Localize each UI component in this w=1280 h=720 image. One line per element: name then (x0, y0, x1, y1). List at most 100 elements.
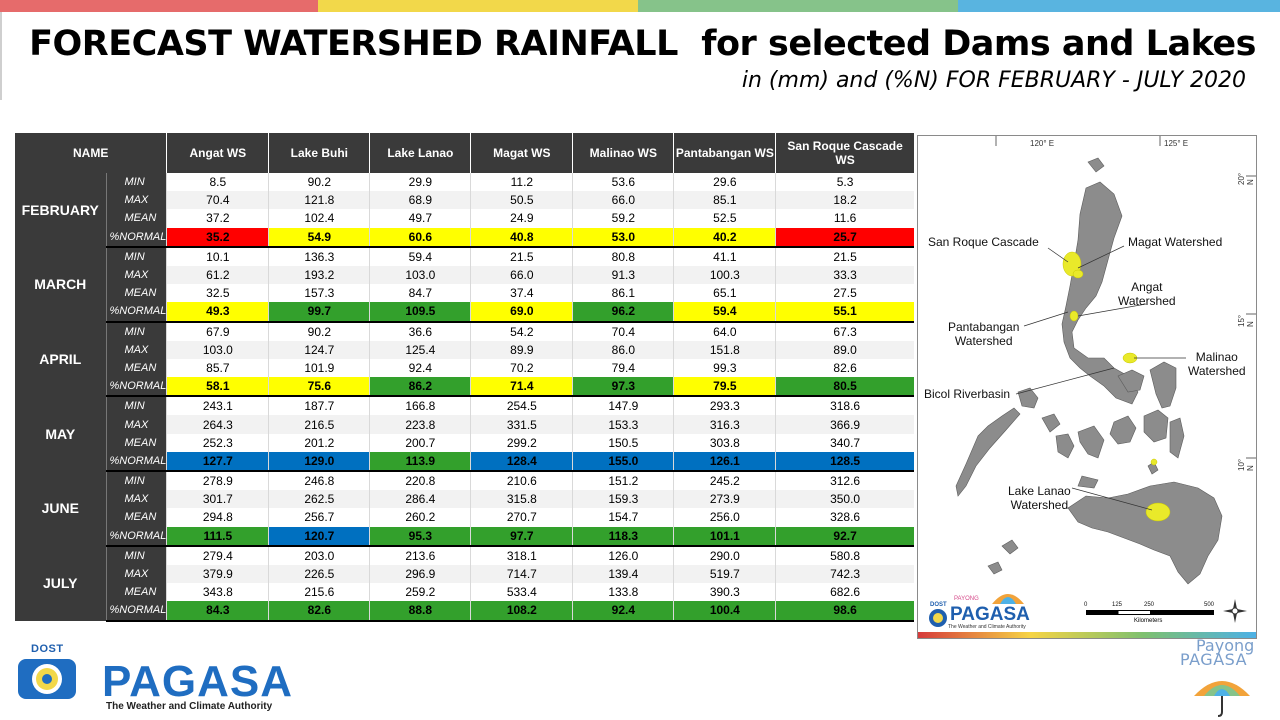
scale-unit: Kilometers (1134, 618, 1163, 624)
label-malinao: Malinao Watershed (1188, 350, 1246, 378)
percent-normal-cell: 88.8 (369, 601, 471, 622)
rainfall-cell: 61.2 (166, 265, 269, 285)
rainfall-cell: 187.7 (268, 396, 370, 416)
rainfall-cell: 126.0 (572, 545, 674, 565)
month-label: JUNE (15, 471, 106, 546)
stat-label: %NORMAL (105, 451, 167, 473)
percent-normal-cell: 155.0 (572, 451, 674, 473)
column-header: Lake Buhi (268, 133, 370, 173)
rainfall-cell: 21.5 (775, 246, 914, 266)
rainfall-cell: 303.8 (673, 433, 776, 452)
percent-normal-cell: 49.3 (166, 302, 269, 323)
rainfall-cell: 203.0 (268, 545, 370, 565)
lat-label: 15° N (1237, 314, 1255, 327)
percent-normal-cell: 40.2 (673, 227, 776, 248)
percent-normal-cell: 97.7 (470, 526, 573, 547)
map-color-strip (918, 632, 1256, 638)
percent-normal-cell: 98.6 (775, 601, 914, 622)
top-bar-red (0, 0, 318, 12)
rainfall-cell: 390.3 (673, 583, 776, 602)
top-color-bar (0, 0, 1280, 12)
rainfall-cell: 50.5 (470, 191, 573, 210)
rainfall-cell: 133.8 (572, 583, 674, 602)
percent-normal-cell: 55.1 (775, 302, 914, 323)
rainfall-cell: 53.6 (572, 173, 674, 192)
rainfall-cell: 29.6 (673, 173, 776, 192)
percent-normal-cell: 97.3 (572, 377, 674, 398)
table-header-row: NAME Angat WS Lake Buhi Lake Lanao Magat… (15, 133, 914, 173)
stat-label: MEAN (105, 583, 167, 602)
rainfall-cell: 66.0 (572, 191, 674, 210)
percent-normal-cell: 69.0 (470, 302, 573, 323)
rainfall-cell: 99.3 (673, 358, 776, 378)
rainfall-cell: 256.0 (673, 508, 776, 527)
table-row: %NORMAL 35.2 54.9 60.6 40.8 53.0 40.2 25.7 (15, 227, 914, 248)
month-label: MAY (15, 396, 106, 471)
percent-normal-cell: 59.4 (673, 302, 776, 323)
rainfall-cell: 102.4 (268, 209, 370, 228)
percent-normal-cell: 84.3 (166, 601, 269, 622)
column-header: Lake Lanao (369, 133, 471, 173)
rainfall-cell: 86.0 (572, 340, 674, 359)
rainfall-cell: 37.4 (470, 284, 573, 303)
mini-umbrella-icon (992, 594, 1024, 604)
rainfall-cell: 67.3 (775, 321, 914, 341)
column-header: Angat WS (166, 133, 269, 173)
table-row: JULY MIN 279.4 203.0 213.6 318.1 126.0 290.0 580… (15, 545, 914, 621)
percent-normal-cell: 75.6 (268, 377, 370, 398)
percent-normal-cell: 95.3 (369, 526, 471, 547)
month-label: MARCH (15, 246, 106, 322)
table-row: JUNE MIN 278.9 246.8 220.8 210.6 151.2 245.2 312… (15, 471, 914, 546)
percent-normal-cell: 92.4 (572, 601, 674, 622)
top-bar-blue (958, 0, 1280, 12)
percent-normal-cell: 60.6 (369, 227, 471, 248)
rainfall-cell: 213.6 (369, 545, 471, 565)
scale-tick: 0 (1084, 602, 1088, 608)
rainfall-cell: 59.2 (572, 209, 674, 228)
rainfall-cell: 216.5 (268, 415, 370, 434)
rainfall-cell: 11.6 (775, 209, 914, 228)
rainfall-cell: 70.4 (166, 191, 269, 210)
map-logo-pagasa: PAGASA (950, 604, 1030, 625)
rainfall-cell: 54.2 (470, 321, 573, 341)
rainfall-cell: 92.4 (369, 358, 471, 378)
rainfall-cell: 154.7 (572, 508, 674, 527)
column-header: San Roque Cascade WS (775, 133, 914, 173)
percent-normal-cell: 82.6 (268, 601, 370, 622)
rainfall-cell: 85.1 (673, 191, 776, 210)
rainfall-cell: 286.4 (369, 490, 471, 509)
umbrella-icon (1194, 681, 1250, 717)
rainfall-cell: 151.8 (673, 340, 776, 359)
pagasa-logo: DOST PAGASA The Weather and Climate Auth… (14, 643, 314, 715)
map-logo-dost: DOST (930, 602, 947, 608)
rainfall-cell: 245.2 (673, 471, 776, 491)
rainfall-cell: 91.3 (572, 265, 674, 285)
table-row: MAX 103.0 124.7 125.4 89.9 86.0 151.8 89.0 (15, 340, 914, 359)
rainfall-cell: 331.5 (470, 415, 573, 434)
rainfall-cell: 312.6 (775, 471, 914, 491)
rainfall-table: NAME Angat WS Lake Buhi Lake Lanao Magat… (15, 133, 914, 622)
rainfall-cell: 259.2 (369, 583, 471, 602)
percent-normal-cell: 71.4 (470, 377, 573, 398)
percent-normal-cell: 126.1 (673, 451, 776, 473)
rainfall-cell: 159.3 (572, 490, 674, 509)
rainfall-cell: 151.2 (572, 471, 674, 491)
rainfall-cell: 246.8 (268, 471, 370, 491)
name-column-header: NAME (15, 133, 167, 173)
percent-normal-cell: 86.2 (369, 377, 471, 398)
rainfall-cell: 18.2 (775, 191, 914, 210)
table-row: MEAN 37.2 102.4 49.7 24.9 59.2 52.5 11.6 (15, 209, 914, 228)
table-row: FEBRUARY MIN 8.5 90.2 29.9 11.2 53.6 29.6 5.3 (15, 173, 914, 247)
table-row: MEAN 32.5 157.3 84.7 37.4 86.1 65.1 27.5 (15, 284, 914, 303)
stat-label: MIN (105, 173, 167, 192)
rainfall-cell: 59.4 (369, 246, 471, 266)
table-row: APRIL MIN 67.9 90.2 36.6 54.2 70.4 64.0 67.3 (15, 321, 914, 397)
stat-label: MIN (105, 545, 167, 565)
rainfall-cell: 84.7 (369, 284, 471, 303)
rainfall-cell: 315.8 (470, 490, 573, 509)
stat-label: %NORMAL (105, 526, 167, 547)
scale-bar-graphic (1086, 610, 1214, 615)
rainfall-cell: 270.7 (470, 508, 573, 527)
rainfall-cell: 121.8 (268, 191, 370, 210)
payong-pagasa-text: PAGASA (1180, 650, 1248, 669)
